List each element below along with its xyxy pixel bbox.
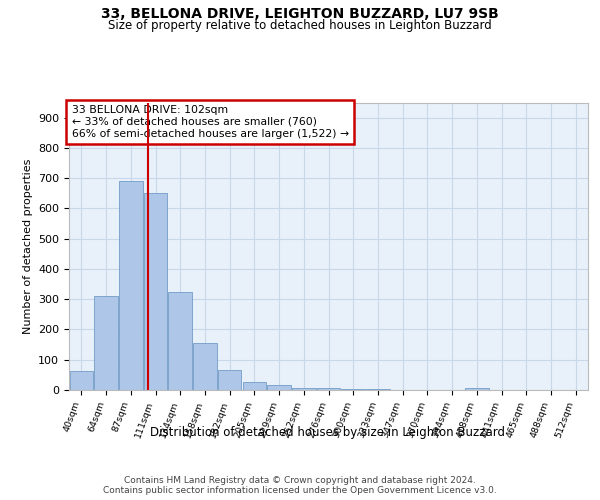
Bar — [268, 385, 291, 390]
Bar — [119, 181, 143, 390]
Bar — [169, 292, 192, 390]
Text: Contains HM Land Registry data © Crown copyright and database right 2024.
Contai: Contains HM Land Registry data © Crown c… — [103, 476, 497, 495]
Text: Distribution of detached houses by size in Leighton Buzzard: Distribution of detached houses by size … — [149, 426, 505, 439]
Bar — [465, 388, 488, 390]
Bar — [317, 388, 340, 390]
Bar — [366, 389, 389, 390]
Bar — [94, 296, 118, 390]
Bar — [242, 382, 266, 390]
Bar — [70, 371, 93, 390]
Bar — [218, 370, 241, 390]
Bar — [144, 194, 167, 390]
Bar — [341, 389, 365, 390]
Bar — [292, 388, 316, 390]
Y-axis label: Number of detached properties: Number of detached properties — [23, 158, 32, 334]
Text: 33 BELLONA DRIVE: 102sqm
← 33% of detached houses are smaller (760)
66% of semi-: 33 BELLONA DRIVE: 102sqm ← 33% of detach… — [71, 106, 349, 138]
Bar — [193, 343, 217, 390]
Text: Size of property relative to detached houses in Leighton Buzzard: Size of property relative to detached ho… — [108, 18, 492, 32]
Text: 33, BELLONA DRIVE, LEIGHTON BUZZARD, LU7 9SB: 33, BELLONA DRIVE, LEIGHTON BUZZARD, LU7… — [101, 8, 499, 22]
